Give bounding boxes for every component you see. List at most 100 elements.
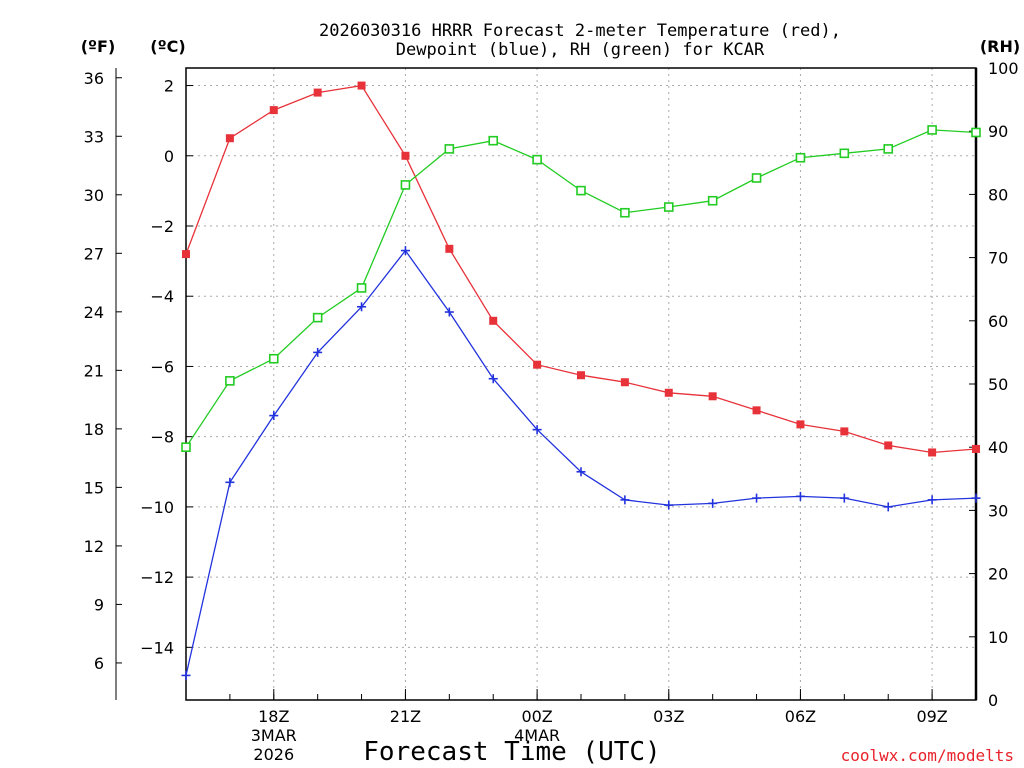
celsius-tick-label: −12 [140,568,174,587]
x-tick-label: 18Z [258,707,289,726]
dewpoint-point [927,495,937,505]
fahrenheit-tick-label: 15 [84,478,104,497]
celsius-tick-label: −10 [140,498,174,517]
fahrenheit-tick-label: 36 [84,69,104,88]
temperature-point [796,420,805,429]
celsius-tick-label: 0 [164,147,174,166]
rh-tick-label: 10 [988,628,1008,647]
rh-point [532,154,542,165]
temperature-point [577,371,585,380]
dewpoint-point [444,307,454,317]
temperature-series-line [185,84,977,454]
temperature-point [225,134,234,143]
dewpoint-point [883,502,893,512]
plot-frame [185,67,977,701]
fahrenheit-tick-label: 27 [84,244,104,263]
celsius-tick-label: 2 [164,77,174,96]
x-axis-title: Forecast Time (UTC) [363,737,660,767]
unit-label-rh: (RH) [980,37,1020,56]
fahrenheit-tick-label: 6 [94,654,104,673]
rh-point [927,125,937,135]
rh-point [400,180,411,190]
unit-label-celsius: (ºC) [150,37,185,56]
dewpoint-point [532,425,542,435]
dewpoint-point [488,374,498,384]
rh-tick-label: 20 [988,565,1008,584]
rh-point [839,148,850,159]
temperature-point [708,392,717,401]
x-tick-label: 09Z [916,707,947,726]
rh-point [356,283,367,293]
dewpoint-point [313,347,323,357]
rh-point [663,202,674,212]
dewpoint-point [181,670,191,680]
fahrenheit-tick-label: 9 [94,595,104,614]
celsius-tick-label: −2 [150,217,174,236]
rh-tick-label: 0 [988,691,998,710]
rh-point [444,144,455,154]
dewpoint-point [752,493,762,503]
rh-point [488,135,499,146]
rh-point [312,312,323,323]
temperature-point [840,427,849,436]
temperature-point [928,448,937,457]
rh-point [181,442,191,453]
fahrenheit-tick-label: 21 [84,361,104,380]
temperature-point [445,244,454,253]
temperature-point [313,88,322,97]
rh-tick-label: 30 [988,501,1008,520]
rh-tick-label: 60 [988,312,1008,331]
x-tick-label: 00Z [521,707,552,726]
dewpoint-point [400,246,410,256]
temperature-point [752,406,761,415]
temperature-point [182,250,190,259]
rh-point [620,207,630,218]
x-date-label: 4MAR [514,726,560,745]
temperature-point [884,441,893,450]
x-year-label: 2026 [253,745,294,764]
rh-tick-label: 40 [988,438,1008,457]
unit-label-fahrenheit: (ºF) [81,37,116,56]
celsius-tick-label: −14 [140,638,174,657]
chart-title-line1: 2026030316 HRRR Forecast 2-meter Tempera… [319,21,841,41]
rh-tick-label: 50 [988,375,1008,394]
temperature-point [357,81,366,90]
temperature-point [489,316,498,325]
fahrenheit-tick-label: 33 [84,127,104,146]
rh-point [268,353,279,364]
fahrenheit-tick-label: 24 [84,303,104,322]
celsius-tick-label: −6 [150,357,174,376]
temperature-point [401,151,410,160]
x-tick-label: 06Z [785,707,816,726]
temperature-point [533,360,542,369]
dewpoint-point [576,467,586,477]
temperature-point [664,388,673,397]
fahrenheit-tick-label: 18 [84,420,104,439]
dewpoint-point [971,493,981,503]
dewpoint-series-line [185,249,977,676]
rh-point [971,127,981,138]
rh-point [883,144,894,154]
plot-layer: 3633302724211815129620−2−4−6−8−10−12−141… [84,59,1019,764]
site-credit: coolwx.com/modelts [841,746,1014,765]
x-tick-label: 03Z [653,707,684,726]
dewpoint-point [664,500,674,510]
rh-tick-label: 80 [988,185,1008,204]
x-date-label: 3MAR [251,726,297,745]
rh-tick-label: 100 [988,59,1019,78]
fahrenheit-tick-label: 12 [84,537,104,556]
rh-point [576,185,586,196]
temperature-point [620,378,629,387]
rh-point [225,376,235,386]
rh-point [795,152,806,163]
rh-point [707,195,718,206]
dewpoint-point [795,491,805,501]
dewpoint-point [269,411,279,421]
temperature-point [269,106,278,115]
rh-series-line [185,129,977,448]
chart-title-line2: Dewpoint (blue), RH (green) for KCAR [396,40,765,60]
temperature-point [972,444,980,453]
rh-tick-label: 70 [988,249,1008,268]
x-tick-label: 21Z [390,707,421,726]
